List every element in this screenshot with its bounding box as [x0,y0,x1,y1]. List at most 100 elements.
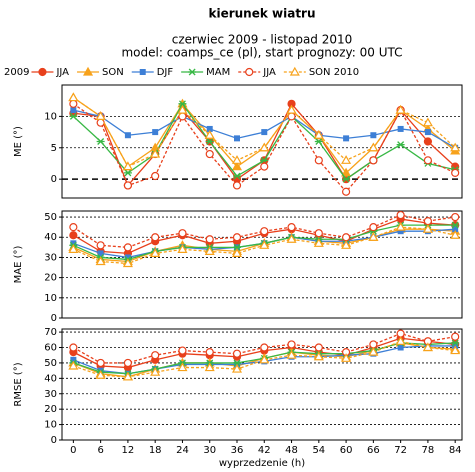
marker [397,344,404,351]
marker [314,156,323,165]
series-line [73,214,456,248]
y-tick-label: 20 [44,273,57,284]
marker [70,356,77,363]
marker [95,370,106,379]
marker [245,67,254,77]
marker [314,229,323,238]
marker [231,363,243,373]
marker [69,99,78,108]
marker [450,142,461,152]
marker [231,155,243,164]
marker [397,228,404,235]
marker [38,67,47,77]
marker [151,233,160,242]
marker [341,353,352,362]
marker [259,142,270,152]
marker [313,130,324,139]
marker [205,149,214,159]
x-tick-label: 72 [394,445,407,456]
marker [177,244,188,253]
y-tick-label: 50 [44,212,57,223]
legend-prefix: 2009 [4,67,29,78]
series-line [73,340,456,378]
y-tick-label: 40 [44,373,57,384]
y-tick-label: 0 [51,313,57,324]
marker [424,129,431,136]
marker [313,351,324,361]
marker [122,161,133,171]
x-tick-label: 78 [422,445,435,456]
marker [341,187,351,196]
x-tick-label: 30 [203,445,216,456]
marker [177,362,188,372]
marker [69,223,78,232]
marker [397,125,404,132]
y-axis-label: MAE (°) [13,246,24,284]
x-tick-label: 6 [97,445,103,456]
marker [204,130,215,139]
marker [423,137,433,146]
marker [341,167,352,177]
y-tick-label: 70 [44,327,57,338]
marker [396,141,405,149]
y-tick-label: 10 [44,420,57,431]
x-tick-label: 18 [149,445,162,456]
marker [289,66,300,76]
marker [314,138,323,145]
marker [261,129,268,136]
legend-label: SON [102,67,124,78]
marker [395,104,406,114]
y-tick-label: 30 [44,389,57,400]
legend-label: JJA [262,67,276,78]
marker [68,244,79,253]
marker [314,343,323,352]
marker [177,104,188,114]
marker [368,232,379,241]
marker [178,346,187,355]
marker [369,156,378,165]
subtitle: model: coamps_ce (pl), start prognozy: 0… [121,46,402,60]
x-tick-label: 54 [312,445,325,456]
marker [82,66,94,76]
marker [370,132,377,139]
y-tick-label: 5 [51,143,57,154]
marker [286,104,297,114]
marker [70,240,77,247]
marker [150,366,161,376]
marker [313,238,324,247]
y-tick-label: 60 [44,343,57,354]
marker [123,243,133,252]
marker [204,362,215,372]
y-tick-label: 50 [44,358,57,369]
y-tick-label: 0 [51,435,57,446]
marker [152,129,159,136]
marker [259,354,270,364]
marker [205,138,214,145]
marker [123,181,133,190]
marker [231,161,243,171]
marker [341,233,351,242]
marker [450,230,461,239]
marker [124,132,131,139]
y-tick-label: 30 [44,252,57,263]
marker [369,340,378,349]
marker [96,358,105,368]
y-axis-label: ME (°) [13,126,24,157]
marker [450,345,461,355]
marker [96,241,105,250]
marker [68,360,79,370]
marker [123,358,133,368]
marker [451,212,460,222]
x-tick-label: 36 [231,445,244,456]
marker [451,221,460,229]
marker [341,155,352,164]
marker [395,336,406,345]
x-tick-label: 66 [367,445,380,456]
marker [395,221,406,231]
marker [150,248,161,257]
marker [205,348,214,357]
marker [342,175,351,183]
marker [396,329,405,338]
marker [69,231,78,240]
